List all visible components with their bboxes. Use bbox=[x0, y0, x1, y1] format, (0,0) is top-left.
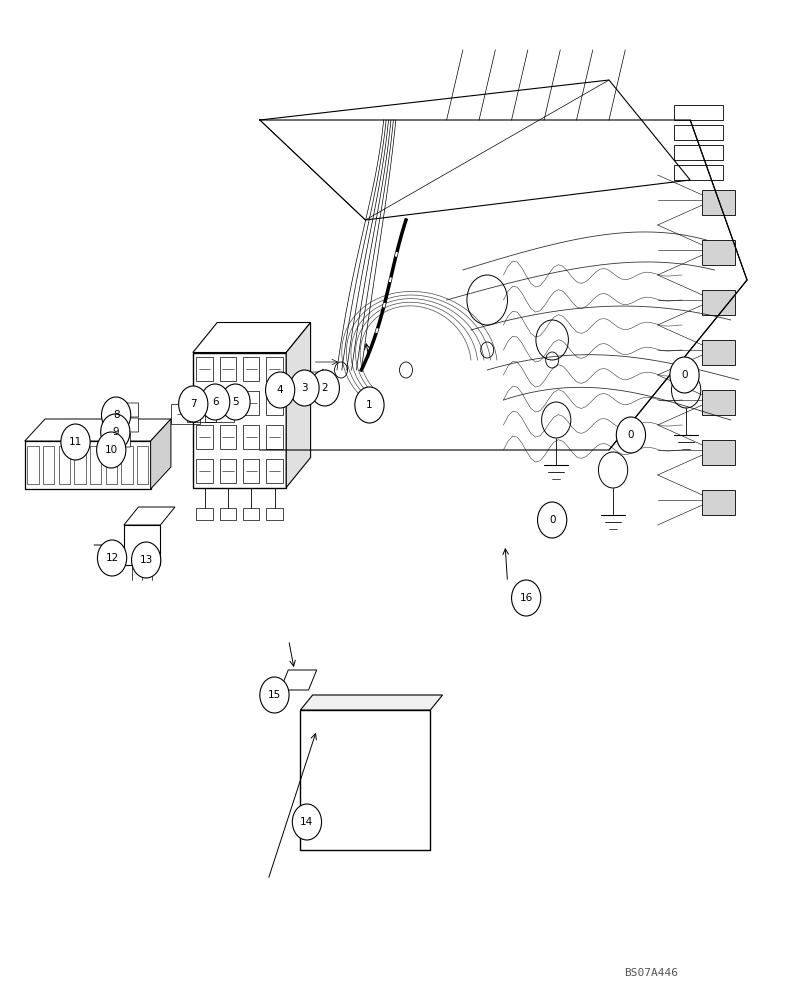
Circle shape bbox=[131, 542, 161, 578]
Circle shape bbox=[669, 357, 698, 393]
Polygon shape bbox=[150, 419, 170, 489]
Bar bbox=[673, 105, 722, 120]
Circle shape bbox=[221, 384, 250, 420]
Bar bbox=[43, 446, 54, 484]
FancyArrow shape bbox=[116, 416, 139, 434]
Circle shape bbox=[101, 414, 130, 450]
Bar bbox=[266, 425, 282, 449]
Circle shape bbox=[61, 424, 90, 460]
Text: 10: 10 bbox=[105, 445, 118, 455]
Bar bbox=[300, 710, 430, 850]
Circle shape bbox=[265, 372, 294, 408]
Circle shape bbox=[310, 370, 339, 406]
Bar bbox=[702, 340, 734, 365]
Bar bbox=[702, 440, 734, 465]
Bar bbox=[242, 357, 259, 381]
Bar bbox=[196, 508, 212, 520]
Bar bbox=[187, 402, 216, 422]
Text: BS07A446: BS07A446 bbox=[623, 968, 677, 978]
Bar bbox=[242, 391, 259, 415]
Circle shape bbox=[97, 432, 126, 468]
Text: 4: 4 bbox=[277, 385, 283, 395]
Text: 6: 6 bbox=[212, 397, 218, 407]
Bar bbox=[105, 446, 117, 484]
FancyArrow shape bbox=[108, 431, 131, 449]
Bar bbox=[204, 402, 234, 422]
Circle shape bbox=[541, 402, 570, 438]
Text: 5: 5 bbox=[232, 397, 238, 407]
Bar bbox=[196, 425, 212, 449]
Bar bbox=[673, 145, 722, 160]
Polygon shape bbox=[123, 507, 174, 525]
Bar bbox=[702, 490, 734, 515]
Bar bbox=[123, 525, 160, 565]
Text: 0: 0 bbox=[627, 430, 633, 440]
Circle shape bbox=[292, 804, 321, 840]
Bar bbox=[266, 508, 282, 520]
Text: 2: 2 bbox=[321, 383, 328, 393]
Bar bbox=[196, 459, 212, 483]
Bar bbox=[702, 390, 734, 415]
Text: 7: 7 bbox=[190, 399, 196, 409]
Bar bbox=[220, 357, 236, 381]
Bar bbox=[28, 446, 39, 484]
Text: 13: 13 bbox=[139, 555, 152, 565]
Text: 8: 8 bbox=[113, 410, 119, 420]
Bar bbox=[170, 404, 200, 424]
Bar bbox=[196, 357, 212, 381]
Bar bbox=[58, 446, 70, 484]
Circle shape bbox=[671, 372, 700, 408]
Bar bbox=[220, 391, 236, 415]
Bar bbox=[702, 190, 734, 215]
Bar bbox=[220, 508, 236, 520]
Circle shape bbox=[101, 397, 131, 433]
Text: 0: 0 bbox=[548, 515, 555, 525]
Text: 15: 15 bbox=[268, 690, 281, 700]
Circle shape bbox=[97, 540, 127, 576]
Circle shape bbox=[511, 580, 540, 616]
Bar bbox=[673, 125, 722, 140]
Bar bbox=[266, 357, 282, 381]
Text: 14: 14 bbox=[300, 817, 313, 827]
Polygon shape bbox=[285, 322, 310, 488]
Bar bbox=[121, 446, 132, 484]
Circle shape bbox=[200, 384, 230, 420]
Bar bbox=[196, 391, 212, 415]
Polygon shape bbox=[192, 322, 310, 353]
Circle shape bbox=[178, 386, 208, 422]
Text: 16: 16 bbox=[519, 593, 532, 603]
Bar bbox=[242, 459, 259, 483]
Bar bbox=[136, 446, 148, 484]
Text: 11: 11 bbox=[69, 437, 82, 447]
Text: 1: 1 bbox=[366, 400, 372, 410]
Bar bbox=[702, 290, 734, 315]
Bar bbox=[702, 240, 734, 265]
Circle shape bbox=[290, 370, 319, 406]
Bar bbox=[24, 441, 150, 489]
Bar bbox=[242, 425, 259, 449]
Text: 9: 9 bbox=[112, 427, 118, 437]
Bar bbox=[74, 446, 85, 484]
Circle shape bbox=[537, 502, 566, 538]
Bar bbox=[266, 391, 282, 415]
Bar bbox=[192, 353, 285, 488]
Bar bbox=[220, 425, 236, 449]
Bar bbox=[220, 459, 236, 483]
Text: 3: 3 bbox=[301, 383, 307, 393]
Circle shape bbox=[535, 320, 568, 360]
Circle shape bbox=[354, 387, 384, 423]
Bar bbox=[673, 165, 722, 180]
Polygon shape bbox=[300, 695, 442, 710]
Text: 0: 0 bbox=[680, 370, 687, 380]
Bar bbox=[266, 459, 282, 483]
FancyArrow shape bbox=[116, 401, 139, 419]
Bar bbox=[90, 446, 101, 484]
Bar bbox=[242, 508, 259, 520]
Circle shape bbox=[598, 452, 627, 488]
Circle shape bbox=[466, 275, 507, 325]
Polygon shape bbox=[24, 419, 170, 441]
Text: 12: 12 bbox=[105, 553, 118, 563]
Circle shape bbox=[260, 677, 289, 713]
Circle shape bbox=[616, 417, 645, 453]
